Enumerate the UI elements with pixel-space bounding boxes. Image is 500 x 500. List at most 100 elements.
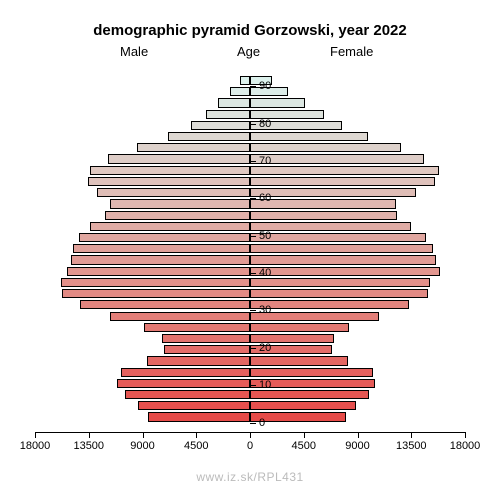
male-bar xyxy=(67,267,250,276)
male-bar xyxy=(90,166,250,175)
x-tick-label: 13500 xyxy=(73,440,104,452)
x-tick-label: 4500 xyxy=(184,440,208,452)
female-bar xyxy=(250,177,435,186)
y-tick-label: 70 xyxy=(259,155,271,167)
male-bar xyxy=(125,390,250,399)
x-tick xyxy=(358,432,359,438)
female-bar xyxy=(250,211,397,220)
y-tick-label: 80 xyxy=(259,118,271,130)
male-bar xyxy=(80,300,250,309)
female-bar xyxy=(250,289,428,298)
female-bar xyxy=(250,166,439,175)
y-tick xyxy=(250,385,256,386)
plot-area: 0 10 20 30 40 50 60 70 80 90 xyxy=(35,60,465,432)
column-label-female: Female xyxy=(330,44,373,59)
y-tick-label: 40 xyxy=(259,267,271,279)
female-bar xyxy=(250,222,411,231)
y-tick xyxy=(250,273,256,274)
female-bar xyxy=(250,401,356,410)
male-bar xyxy=(144,323,250,332)
pyramid-chart: demographic pyramid Gorzowski, year 2022… xyxy=(0,0,500,500)
x-tick-label: 4500 xyxy=(292,440,316,452)
male-bar xyxy=(71,255,250,264)
x-tick-label: 18000 xyxy=(450,440,481,452)
male-bar xyxy=(147,356,250,365)
y-tick-label: 0 xyxy=(259,417,265,429)
female-bar xyxy=(250,132,368,141)
female-bar xyxy=(250,233,426,242)
y-tick xyxy=(250,423,256,424)
x-tick-label: 18000 xyxy=(20,440,51,452)
male-bar xyxy=(138,401,250,410)
y-tick xyxy=(250,124,256,125)
female-bar xyxy=(250,323,349,332)
male-bar xyxy=(97,188,250,197)
x-tick xyxy=(304,432,305,438)
male-bar xyxy=(79,233,250,242)
x-tick xyxy=(143,432,144,438)
y-tick xyxy=(250,236,256,237)
male-bar xyxy=(110,312,250,321)
male-bar xyxy=(121,368,250,377)
x-tick xyxy=(411,432,412,438)
y-tick-label: 10 xyxy=(259,379,271,391)
male-bar xyxy=(218,98,250,107)
x-tick xyxy=(465,432,466,438)
female-bar xyxy=(250,300,409,309)
male-bar xyxy=(61,278,250,287)
x-tick xyxy=(35,432,36,438)
y-tick-label: 50 xyxy=(259,230,271,242)
male-bar xyxy=(148,412,250,421)
female-bar xyxy=(250,368,373,377)
female-bar xyxy=(250,199,396,208)
male-bar xyxy=(164,345,250,354)
y-tick-label: 60 xyxy=(259,192,271,204)
y-tick xyxy=(250,198,256,199)
female-bar xyxy=(250,98,305,107)
female-bar xyxy=(250,267,440,276)
male-bar xyxy=(108,154,250,163)
male-bar xyxy=(117,379,250,388)
y-tick-label: 20 xyxy=(259,342,271,354)
female-bar xyxy=(250,143,401,152)
male-bar xyxy=(90,222,250,231)
female-bar xyxy=(250,356,348,365)
x-tick-label: 0 xyxy=(247,440,253,452)
column-label-age: Age xyxy=(237,44,260,59)
male-bar xyxy=(168,132,250,141)
bars-layer xyxy=(35,60,465,432)
x-tick-label: 13500 xyxy=(396,440,427,452)
x-tick-label: 9000 xyxy=(130,440,154,452)
male-bar xyxy=(73,244,250,253)
male-bar xyxy=(162,334,250,343)
female-bar xyxy=(250,188,416,197)
y-tick-label: 30 xyxy=(259,304,271,316)
x-tick xyxy=(196,432,197,438)
female-bar xyxy=(250,244,433,253)
male-bar xyxy=(62,289,250,298)
male-bar xyxy=(191,121,250,130)
y-tick xyxy=(250,310,256,311)
female-bar xyxy=(250,278,430,287)
female-bar xyxy=(250,255,436,264)
y-tick xyxy=(250,86,256,87)
watermark: www.iz.sk/RPL431 xyxy=(0,470,500,484)
column-label-male: Male xyxy=(120,44,148,59)
y-tick-label: 90 xyxy=(259,80,271,92)
y-tick xyxy=(250,348,256,349)
male-bar xyxy=(230,87,250,96)
male-bar xyxy=(206,110,250,119)
x-tick xyxy=(89,432,90,438)
male-bar xyxy=(240,76,250,85)
female-bar xyxy=(250,154,424,163)
male-bar xyxy=(110,199,250,208)
y-tick xyxy=(250,161,256,162)
x-tick-label: 9000 xyxy=(345,440,369,452)
male-bar xyxy=(88,177,250,186)
chart-title: demographic pyramid Gorzowski, year 2022 xyxy=(0,22,500,39)
x-tick xyxy=(250,432,251,438)
female-bar xyxy=(250,390,369,399)
male-bar xyxy=(137,143,250,152)
x-axis: 0450090001350018000450090001350018000 xyxy=(35,432,465,433)
male-bar xyxy=(105,211,250,220)
